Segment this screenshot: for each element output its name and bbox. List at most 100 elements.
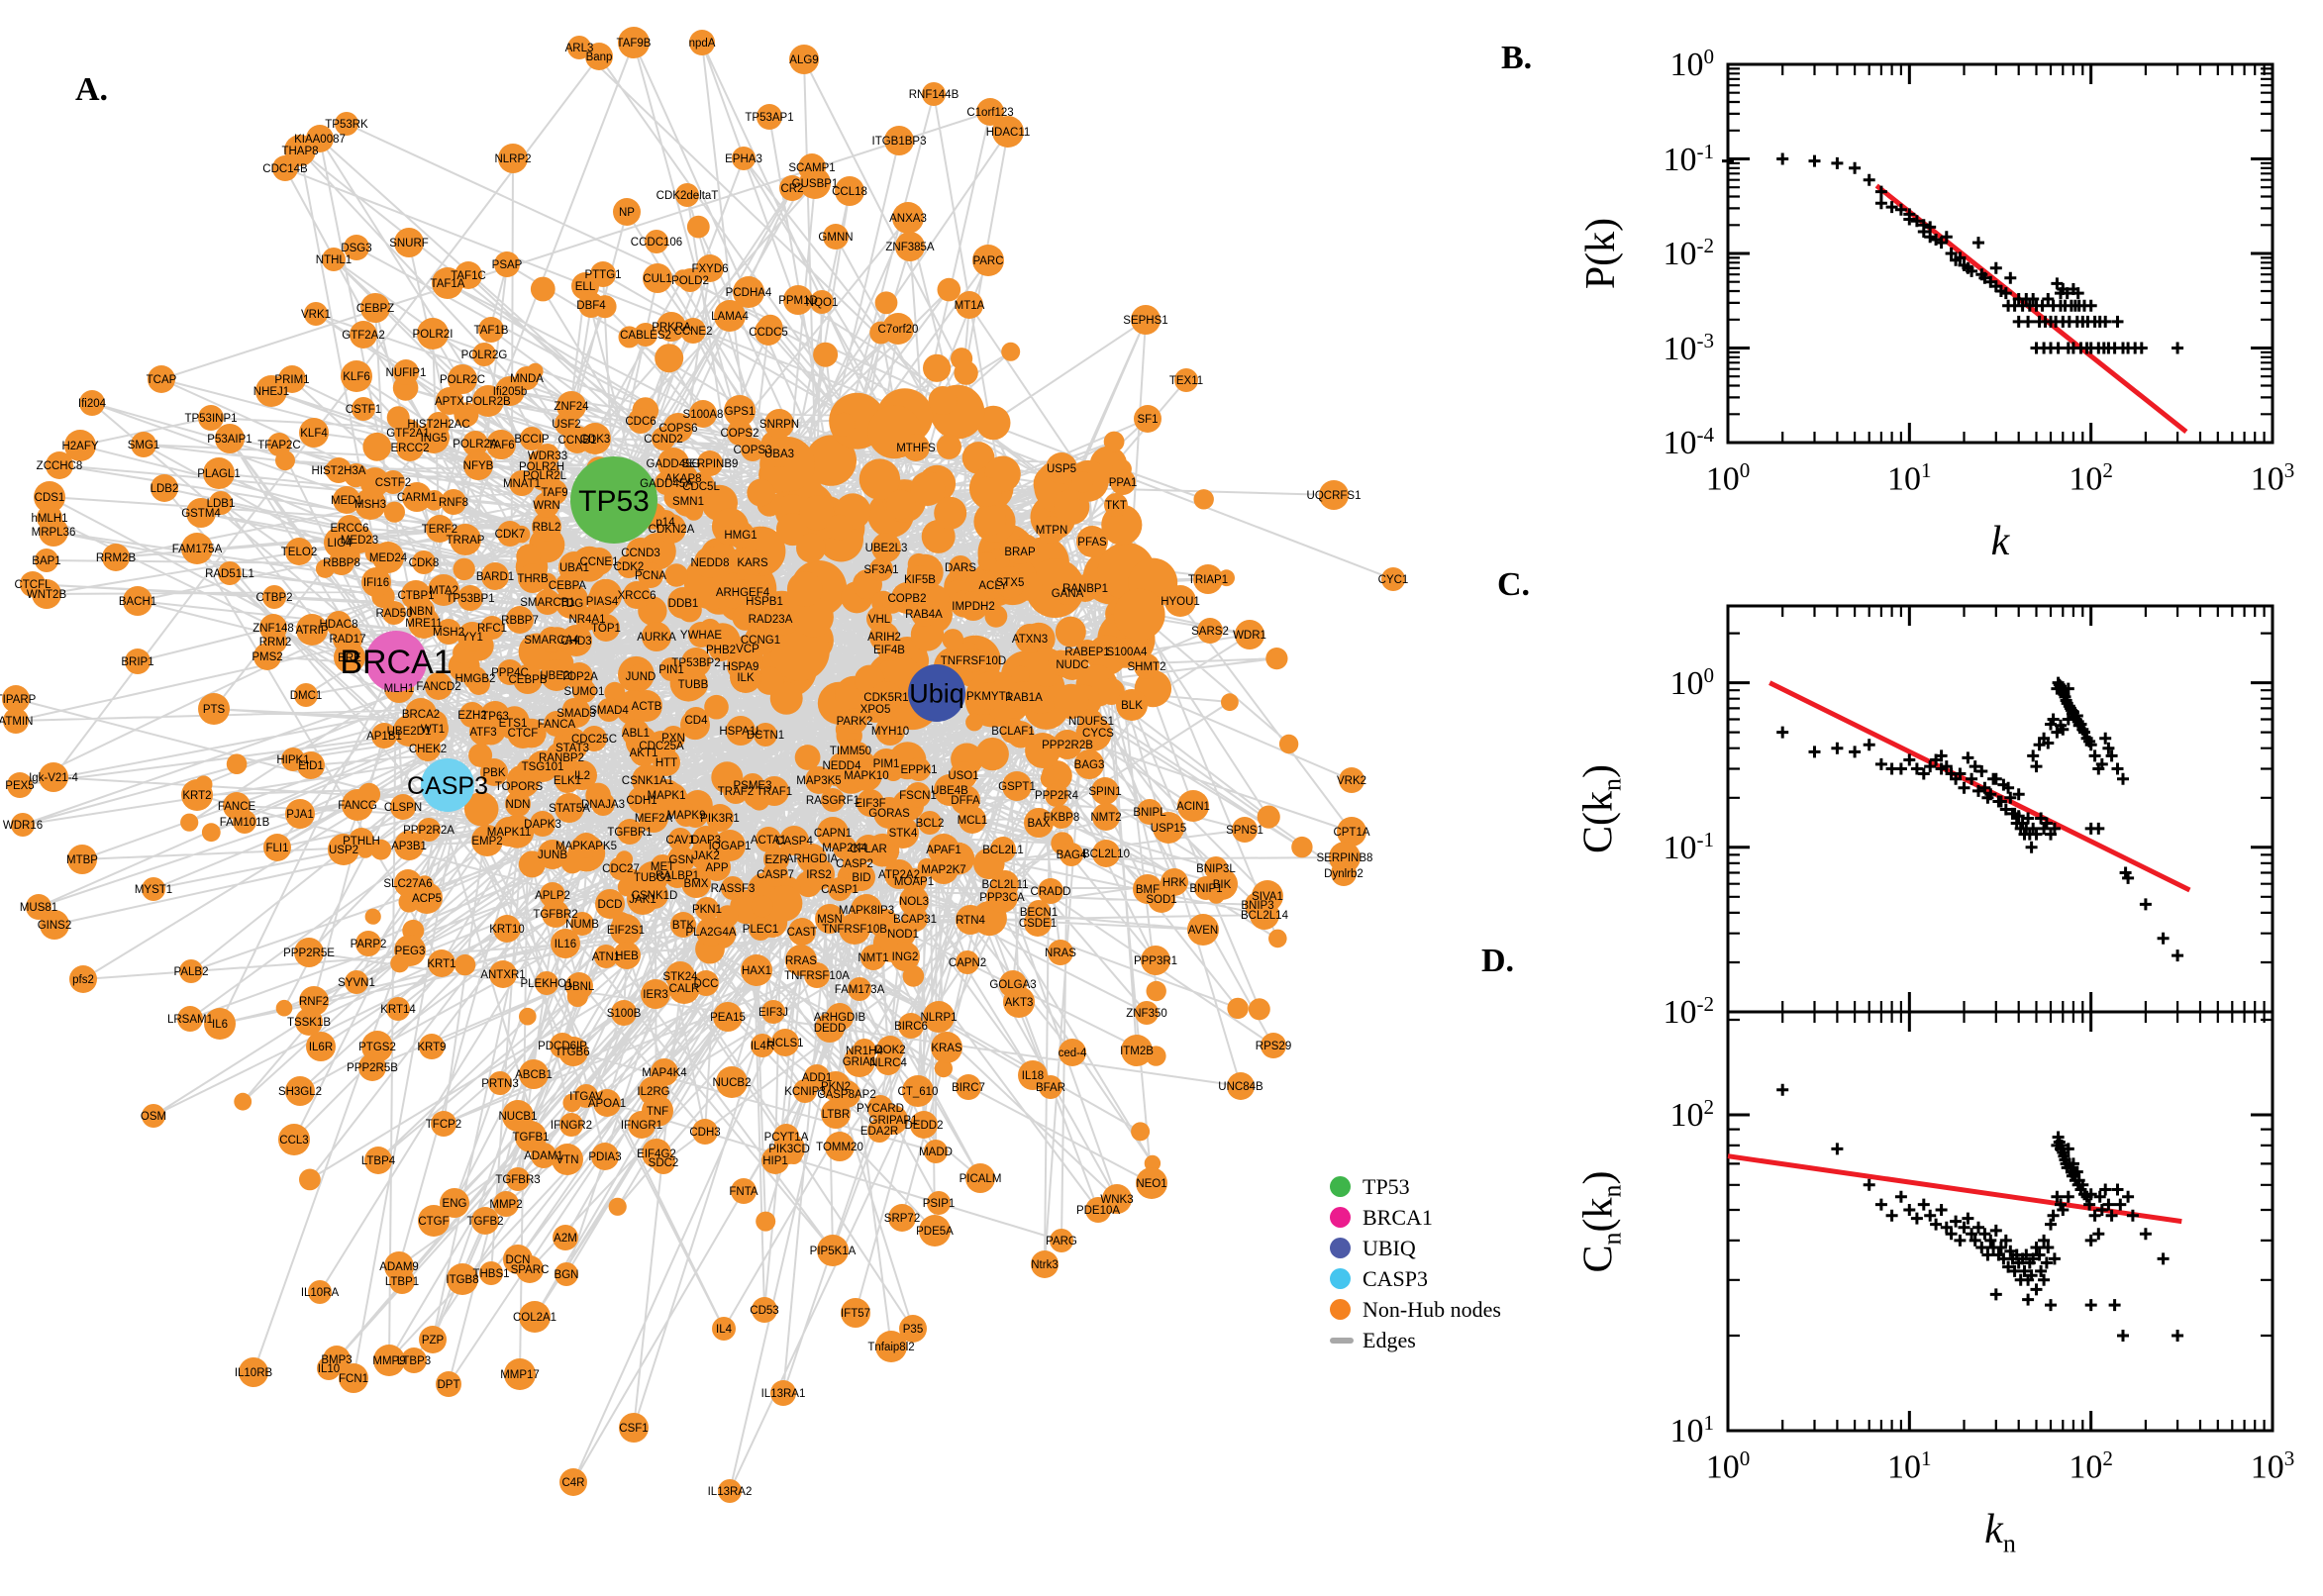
network-node-label: JAK2	[692, 850, 720, 862]
network-node	[565, 662, 593, 690]
network-node	[779, 175, 805, 201]
network-node	[361, 567, 391, 597]
network-node	[360, 293, 390, 323]
legend-item: UBIQ	[1330, 1233, 1501, 1263]
network-node	[1146, 980, 1166, 1002]
network-node-label: TOP1	[591, 623, 621, 635]
network-node-label: IL10RB	[235, 1367, 273, 1379]
network-node-label: TGFB1	[512, 1132, 549, 1144]
network-node-label: DEDD	[814, 1023, 847, 1035]
network-node-label: CCDC5	[749, 327, 788, 339]
network-node-label: NEO1	[1136, 1178, 1166, 1190]
network-node-label: CDK5R1	[863, 692, 908, 704]
network-node	[546, 742, 577, 773]
network-node	[645, 230, 668, 253]
network-node-label: TSSK1B	[287, 1017, 331, 1029]
network-node-label: DDB1	[668, 598, 699, 610]
network-node-label: ELL	[575, 281, 596, 293]
network-node	[125, 648, 151, 674]
network-node-label: SF1	[1137, 414, 1158, 426]
network-node	[342, 789, 373, 821]
legend-node-swatch	[1330, 1207, 1351, 1228]
network-node-label: EZH2	[457, 710, 486, 722]
network-node-label: THBS1	[472, 1268, 509, 1280]
network-node	[931, 1032, 962, 1063]
network-node	[559, 1113, 583, 1137]
x-tick-label-D: 100	[1705, 1446, 1751, 1486]
network-node	[642, 622, 671, 651]
network-node-label: CCNE2	[674, 326, 713, 338]
network-node-label: PYCARD	[857, 1103, 904, 1115]
network-node-label: CAPN2	[949, 957, 986, 969]
network-node	[436, 1371, 461, 1397]
network-node	[934, 1059, 954, 1078]
network-node	[541, 659, 572, 691]
network-node-label: DFFA	[951, 795, 980, 807]
network-node	[1268, 929, 1287, 948]
network-node	[436, 387, 463, 415]
network-node-label: BAG3	[1074, 759, 1105, 771]
network-node-label: ZNF350	[1126, 1008, 1167, 1020]
network-node	[471, 1207, 499, 1235]
network-node-label: PPM1D	[778, 295, 818, 307]
network-node-label: NHEJ1	[253, 386, 289, 398]
network-node-label: TAF1C	[451, 270, 486, 282]
network-node	[102, 544, 130, 571]
network-node-label: EZR	[765, 854, 788, 866]
network-node-label: p14	[656, 517, 675, 529]
network-node	[959, 591, 988, 621]
network-node-label: ATP2A2	[878, 869, 920, 881]
network-node	[756, 827, 781, 852]
network-node	[619, 1413, 649, 1443]
network-node-label: BTK	[672, 920, 695, 932]
network-node-label: ANTXR1	[480, 969, 525, 981]
network-node-label: TGFBR3	[495, 1174, 540, 1186]
network-node-label: PCNA	[635, 570, 666, 582]
network-node	[675, 183, 699, 207]
network-node	[64, 430, 96, 461]
network-node-label: MTPN	[1036, 525, 1068, 537]
network-node-label: TUBB	[678, 679, 709, 691]
network-node-label: PPP2R5B	[347, 1062, 398, 1074]
network-node	[1144, 1154, 1162, 1172]
network-node	[638, 562, 663, 588]
network-node-label: FNTA	[729, 1186, 758, 1198]
network-node-label: OSM	[141, 1111, 166, 1123]
network-node	[956, 950, 979, 974]
network-node	[555, 793, 584, 823]
network-node-label: HIST2H3A	[312, 465, 366, 477]
scatter-points-D	[1776, 1083, 2184, 1342]
network-node-label: IER3	[643, 989, 668, 1001]
network-node-label: BRCA2	[402, 709, 440, 721]
network-node-label: SPNS1	[1226, 825, 1263, 837]
network-node-label: SRP72	[884, 1213, 920, 1225]
legend-item: TP53	[1330, 1171, 1501, 1202]
network-node-label: EIF2S1	[607, 925, 645, 937]
network-node	[1038, 878, 1063, 904]
network-node	[1076, 526, 1108, 557]
network-node-label: JUND	[626, 671, 656, 683]
network-node-label: BNIPL	[1133, 807, 1166, 819]
minor-ticks-B	[1728, 64, 2272, 443]
network-node	[928, 386, 958, 415]
network-node-label: CDH3	[689, 1127, 720, 1139]
network-node-label: PRKRA	[652, 322, 691, 334]
network-node	[848, 977, 871, 1001]
network-node-label: BCCIP	[514, 434, 549, 446]
network-node-label: MAP3K5	[796, 775, 841, 787]
network-node	[867, 1119, 891, 1143]
network-node-label: CABLES2	[620, 330, 671, 342]
network-node	[992, 116, 1024, 148]
network-node	[417, 818, 441, 842]
network-node	[890, 921, 916, 947]
plot-frame-D	[1726, 1010, 2274, 1433]
network-node-label: CYCS	[1082, 728, 1114, 740]
network-node-label: TP53INP1	[184, 413, 237, 425]
network-node-label: VCP	[736, 644, 759, 655]
network-node	[1261, 1033, 1286, 1058]
network-node	[454, 953, 476, 976]
network-node	[531, 1143, 556, 1168]
network-node-label: ERCC6	[331, 523, 369, 535]
network-node	[724, 395, 756, 427]
network-node	[716, 1066, 748, 1098]
